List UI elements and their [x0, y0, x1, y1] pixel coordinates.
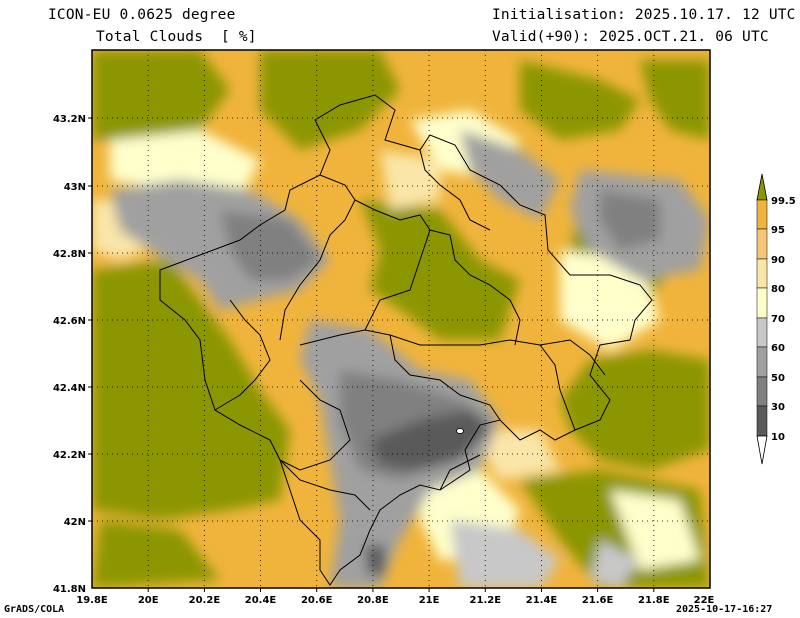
lon-label: 21.2E — [470, 595, 502, 606]
lat-label: 41.8N — [53, 584, 86, 595]
lat-label: 43.2N — [53, 114, 86, 125]
colorbar-label: 90 — [771, 255, 785, 266]
render-timestamp: 2025-10-17-16:27 — [676, 604, 773, 615]
colorbar-bottom-arrow — [756, 435, 768, 465]
lat-label: 42.6N — [53, 316, 86, 327]
lon-label: 19.8E — [76, 595, 108, 606]
cloud-field — [92, 50, 710, 588]
lon-label: 21.6E — [582, 595, 614, 606]
init-time: Initialisation: 2025.10.17. 12 UTC — [492, 7, 796, 23]
lon-label: 22E — [694, 595, 715, 606]
colorbar-label: 70 — [771, 314, 785, 325]
colorbar-label: 80 — [771, 284, 785, 295]
lon-label: 21.4E — [526, 595, 558, 606]
grid-lines — [92, 50, 710, 588]
colorbar-label: 10 — [771, 432, 785, 443]
model-title: ICON-EU 0.0625 degree — [48, 7, 236, 23]
lat-label: 42.4N — [53, 383, 86, 394]
lon-label: 20.2E — [189, 595, 221, 606]
colorbar-label: 60 — [771, 343, 785, 354]
lon-label: 20.4E — [245, 595, 277, 606]
lon-label: 21.8E — [638, 595, 670, 606]
colorbar-label: 50 — [771, 373, 785, 384]
colorbar-label: 95 — [771, 225, 785, 236]
lat-label: 42.2N — [53, 450, 86, 461]
credit: GrADS/COLA — [4, 604, 65, 615]
colorbar: 99.5 95 90 80 70 60 50 30 10 — [756, 173, 796, 465]
lon-label: 20.8E — [357, 595, 389, 606]
lat-label: 43N — [64, 182, 86, 193]
field-title: Total Clouds [ %] — [96, 29, 257, 45]
lat-label: 42N — [64, 517, 86, 528]
lon-label: 20E — [138, 595, 159, 606]
lon-label: 21E — [419, 595, 440, 606]
city-marker — [456, 428, 464, 434]
colorbar-label: 99.5 — [771, 196, 796, 207]
valid-time: Valid(+90): 2025.OCT.21. 06 UTC — [492, 29, 769, 45]
map-frame — [91, 49, 711, 589]
administrative-borders — [159, 94, 653, 586]
colorbar-top-arrow — [756, 173, 768, 201]
lat-label: 42.8N — [53, 249, 86, 260]
lon-label: 20.6E — [301, 595, 333, 606]
colorbar-label: 30 — [771, 402, 785, 413]
axis-ticks — [88, 117, 655, 592]
